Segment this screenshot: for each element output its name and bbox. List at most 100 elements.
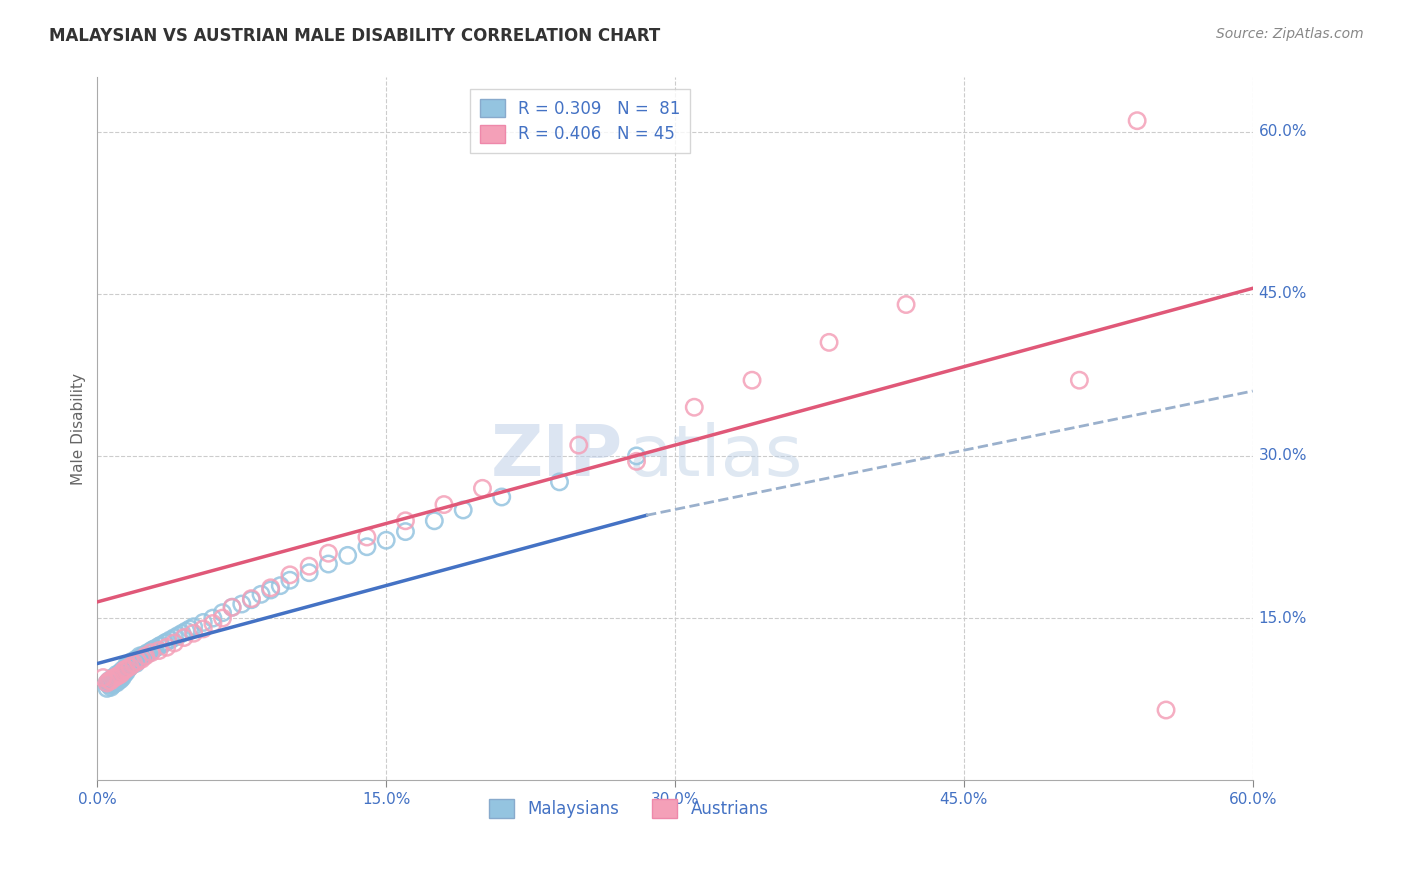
Point [122, 654, 145, 668]
Point [174, 624, 197, 638]
Point [112, 667, 135, 681]
Point [111, 667, 134, 681]
Point [156, 635, 179, 649]
Point [122, 657, 145, 671]
Text: MALAYSIAN VS AUSTRIAN MALE DISABILITY CORRELATION CHART: MALAYSIAN VS AUSTRIAN MALE DISABILITY CO… [49, 27, 661, 45]
Point [375, 533, 398, 548]
Point [111, 671, 134, 685]
Point [105, 671, 128, 685]
Point [101, 671, 124, 685]
Point [141, 646, 163, 660]
Point [134, 648, 156, 663]
Point [107, 667, 129, 681]
Point [104, 671, 127, 685]
Point [179, 622, 201, 636]
Point [318, 546, 340, 560]
Point [97, 678, 120, 692]
Point [110, 673, 132, 687]
Point [112, 663, 135, 677]
Point [115, 662, 138, 676]
Point [1069, 373, 1091, 387]
Point [298, 566, 321, 580]
Point [683, 401, 706, 415]
Text: Source: ZipAtlas.com: Source: ZipAtlas.com [1216, 27, 1364, 41]
Point [193, 622, 215, 636]
Point [100, 673, 122, 688]
Point [128, 651, 150, 665]
Point [101, 672, 124, 686]
Point [201, 611, 224, 625]
Point [107, 673, 129, 688]
Point [91, 671, 114, 685]
Point [394, 524, 416, 539]
Point [131, 650, 153, 665]
Point [100, 676, 122, 690]
Text: 45.0%: 45.0% [1258, 286, 1306, 301]
Point [105, 673, 128, 688]
Point [741, 373, 763, 387]
Point [250, 587, 273, 601]
Point [97, 673, 120, 688]
Point [491, 490, 513, 504]
Point [433, 498, 456, 512]
Point [211, 606, 233, 620]
Point [183, 626, 205, 640]
Point [231, 597, 253, 611]
Point [115, 665, 138, 680]
Point [105, 676, 128, 690]
Point [298, 559, 321, 574]
Point [153, 636, 176, 650]
Point [127, 652, 149, 666]
Point [120, 659, 142, 673]
Point [121, 654, 143, 668]
Point [548, 475, 571, 489]
Point [107, 671, 129, 685]
Point [138, 646, 160, 660]
Point [121, 657, 143, 672]
Point [105, 667, 128, 681]
Point [451, 503, 474, 517]
Point [110, 667, 132, 681]
Point [193, 615, 215, 630]
Point [259, 581, 281, 595]
Point [111, 665, 134, 680]
Point [96, 676, 118, 690]
Point [163, 636, 186, 650]
Point [471, 481, 494, 495]
Point [894, 297, 917, 311]
Point [101, 678, 124, 692]
Point [278, 574, 301, 588]
Point [97, 673, 120, 688]
Point [163, 631, 186, 645]
Point [148, 643, 170, 657]
Point [183, 620, 205, 634]
Text: atlas: atlas [628, 423, 803, 491]
Point [170, 626, 193, 640]
Point [96, 676, 118, 690]
Point [107, 668, 129, 682]
Point [167, 628, 190, 642]
Point [115, 662, 138, 676]
Point [818, 335, 841, 350]
Point [269, 579, 291, 593]
Point [128, 648, 150, 663]
Point [394, 514, 416, 528]
Point [136, 646, 159, 660]
Y-axis label: Male Disability: Male Disability [72, 373, 86, 485]
Point [105, 669, 128, 683]
Point [131, 652, 153, 666]
Point [149, 638, 172, 652]
Point [336, 549, 359, 563]
Text: 60.0%: 60.0% [1258, 124, 1308, 139]
Point [142, 642, 165, 657]
Point [240, 592, 263, 607]
Point [120, 659, 142, 673]
Point [173, 631, 195, 645]
Point [112, 663, 135, 677]
Point [221, 600, 243, 615]
Point [568, 438, 591, 452]
Point [127, 654, 149, 668]
Point [356, 540, 378, 554]
Point [104, 673, 127, 687]
Point [141, 643, 163, 657]
